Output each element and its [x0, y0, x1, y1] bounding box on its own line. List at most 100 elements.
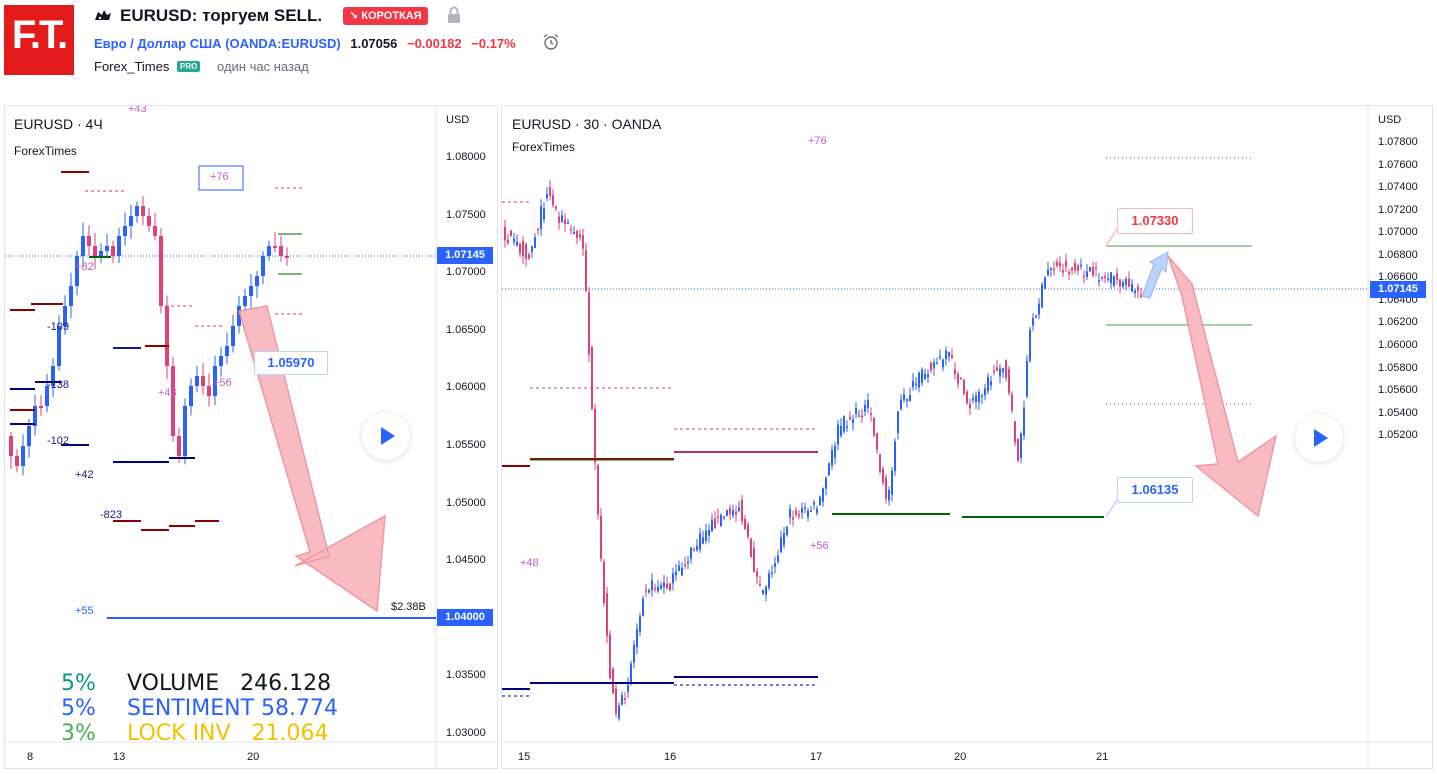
forextimes-logo[interactable]: F.T.: [4, 5, 74, 75]
candle-body: [1029, 329, 1031, 362]
candle-body: [855, 408, 857, 414]
candle-body: [531, 246, 533, 252]
candle-body: [876, 433, 878, 450]
left-play-button[interactable]: [362, 412, 410, 460]
candle-body: [1059, 262, 1061, 267]
candle-body: [1041, 284, 1043, 308]
candle-body: [1116, 273, 1118, 280]
candle-body: [1083, 275, 1085, 278]
candle-body: [954, 369, 956, 375]
alarm-clock-icon[interactable]: [542, 33, 560, 51]
left-chart-indicator: ForexTimes: [14, 144, 77, 158]
candle-body: [1080, 264, 1082, 267]
candle-body: [888, 489, 890, 501]
left-chart-pane[interactable]: 8 13 20 +43 +76 +82 -109 -138 -102 +42 -823 +48 +56 +…: [4, 105, 498, 769]
candle-body: [963, 379, 965, 394]
candle-body: [609, 634, 611, 679]
candle-body: [753, 548, 755, 573]
candle-body: [999, 368, 1001, 377]
candle-body: [534, 237, 536, 248]
candle-body: [516, 241, 518, 246]
candle-body: [1026, 360, 1028, 397]
candle-body: [1098, 280, 1100, 282]
annotation-label: -109: [47, 321, 69, 333]
candle-body: [717, 516, 719, 518]
candle-body: [231, 326, 235, 346]
candle-body: [57, 326, 61, 366]
candle-body: [852, 419, 854, 424]
candle-body: [1050, 268, 1052, 270]
candle-body: [633, 644, 635, 663]
annotation-label: +42: [75, 469, 94, 481]
candle-body: [996, 367, 998, 371]
candle-body: [582, 235, 584, 249]
idea-title: EURUSD: торгуем SELL.: [120, 6, 323, 25]
candle-body: [690, 547, 692, 559]
left-level-label: $2.38B: [391, 601, 426, 613]
y-tick-label: 1.07400: [1378, 181, 1418, 194]
candle-body: [519, 243, 521, 254]
candle-body: [1065, 261, 1067, 267]
candle-body: [555, 206, 557, 209]
candle-body: [909, 395, 911, 402]
candle-body: [657, 586, 659, 592]
x-tick-label: 15: [518, 751, 530, 763]
x-tick-label: 21: [1096, 751, 1108, 763]
candle-body: [1089, 267, 1091, 272]
candle-body: [249, 286, 253, 296]
candle-body: [681, 567, 683, 576]
right-chart-symbol: EURUSD · 30 · OANDA: [512, 116, 662, 132]
candle-body: [678, 565, 680, 571]
candle-body: [129, 216, 133, 226]
candle-body: [1071, 267, 1073, 271]
candle-body: [882, 468, 884, 483]
candle-body: [822, 488, 824, 502]
candle-body: [1008, 369, 1010, 394]
left-price-chart[interactable]: 8 13 20 +43 +76 +82 -109 -138 -102 +42 -823 +48 +56 +…: [5, 106, 497, 768]
stat-value: 21.064: [251, 721, 329, 746]
stats-panel: 5% VOLUME 246.128 5% SENTIMENT 58.774 3% LO…: [61, 671, 361, 746]
candle-body: [111, 246, 115, 256]
right-price-chart[interactable]: 15 16 17 20 21 +76 +48 +56: [502, 106, 1432, 768]
candle-body: [507, 239, 509, 243]
right-chart-pane[interactable]: 15 16 17 20 21 +76 +48 +56 EURUSD · 30 · OANDA …: [501, 105, 1433, 769]
candle-body: [39, 406, 43, 408]
candle-body: [1023, 407, 1025, 436]
left-callout-price[interactable]: 1.05970: [254, 351, 328, 375]
annotation-label: +56: [213, 377, 232, 389]
annotation-box: [198, 165, 244, 191]
candle-body: [651, 580, 653, 591]
candle-body: [933, 362, 935, 368]
candle-body: [864, 404, 866, 412]
candle-body: [549, 187, 551, 196]
author-link[interactable]: Forex_Times: [94, 59, 170, 74]
candle-body: [588, 292, 590, 355]
candle-body: [969, 404, 971, 409]
candle-body: [261, 256, 265, 276]
right-play-button[interactable]: [1295, 414, 1343, 462]
candle-body: [693, 549, 695, 551]
candle-body: [603, 561, 605, 604]
candle-body: [774, 563, 776, 567]
candle-body: [1125, 278, 1127, 285]
callout-target-high[interactable]: 1.07330: [1117, 208, 1193, 234]
left-axis-unit: USD: [446, 114, 470, 126]
candle-body: [993, 370, 995, 373]
candle-body: [798, 514, 800, 517]
candle-body: [615, 688, 617, 714]
callout-target-low[interactable]: 1.06135: [1117, 477, 1193, 503]
candle-body: [1107, 278, 1109, 280]
candle-body: [867, 399, 869, 408]
candle-body: [285, 256, 289, 258]
annotation-label: +43: [128, 106, 147, 115]
candle-body: [741, 499, 743, 522]
x-tick-label: 17: [810, 751, 822, 763]
callout-tail: [1105, 228, 1118, 247]
candle-body: [570, 229, 572, 231]
candle-body: [849, 417, 851, 420]
candle-body: [600, 515, 602, 559]
candle-body: [663, 582, 665, 588]
instrument-name-link[interactable]: Евро / Доллар США: [94, 36, 222, 51]
x-tick-label: 8: [27, 751, 33, 763]
instrument-code-link[interactable]: (OANDA:EURUSD): [225, 36, 341, 51]
